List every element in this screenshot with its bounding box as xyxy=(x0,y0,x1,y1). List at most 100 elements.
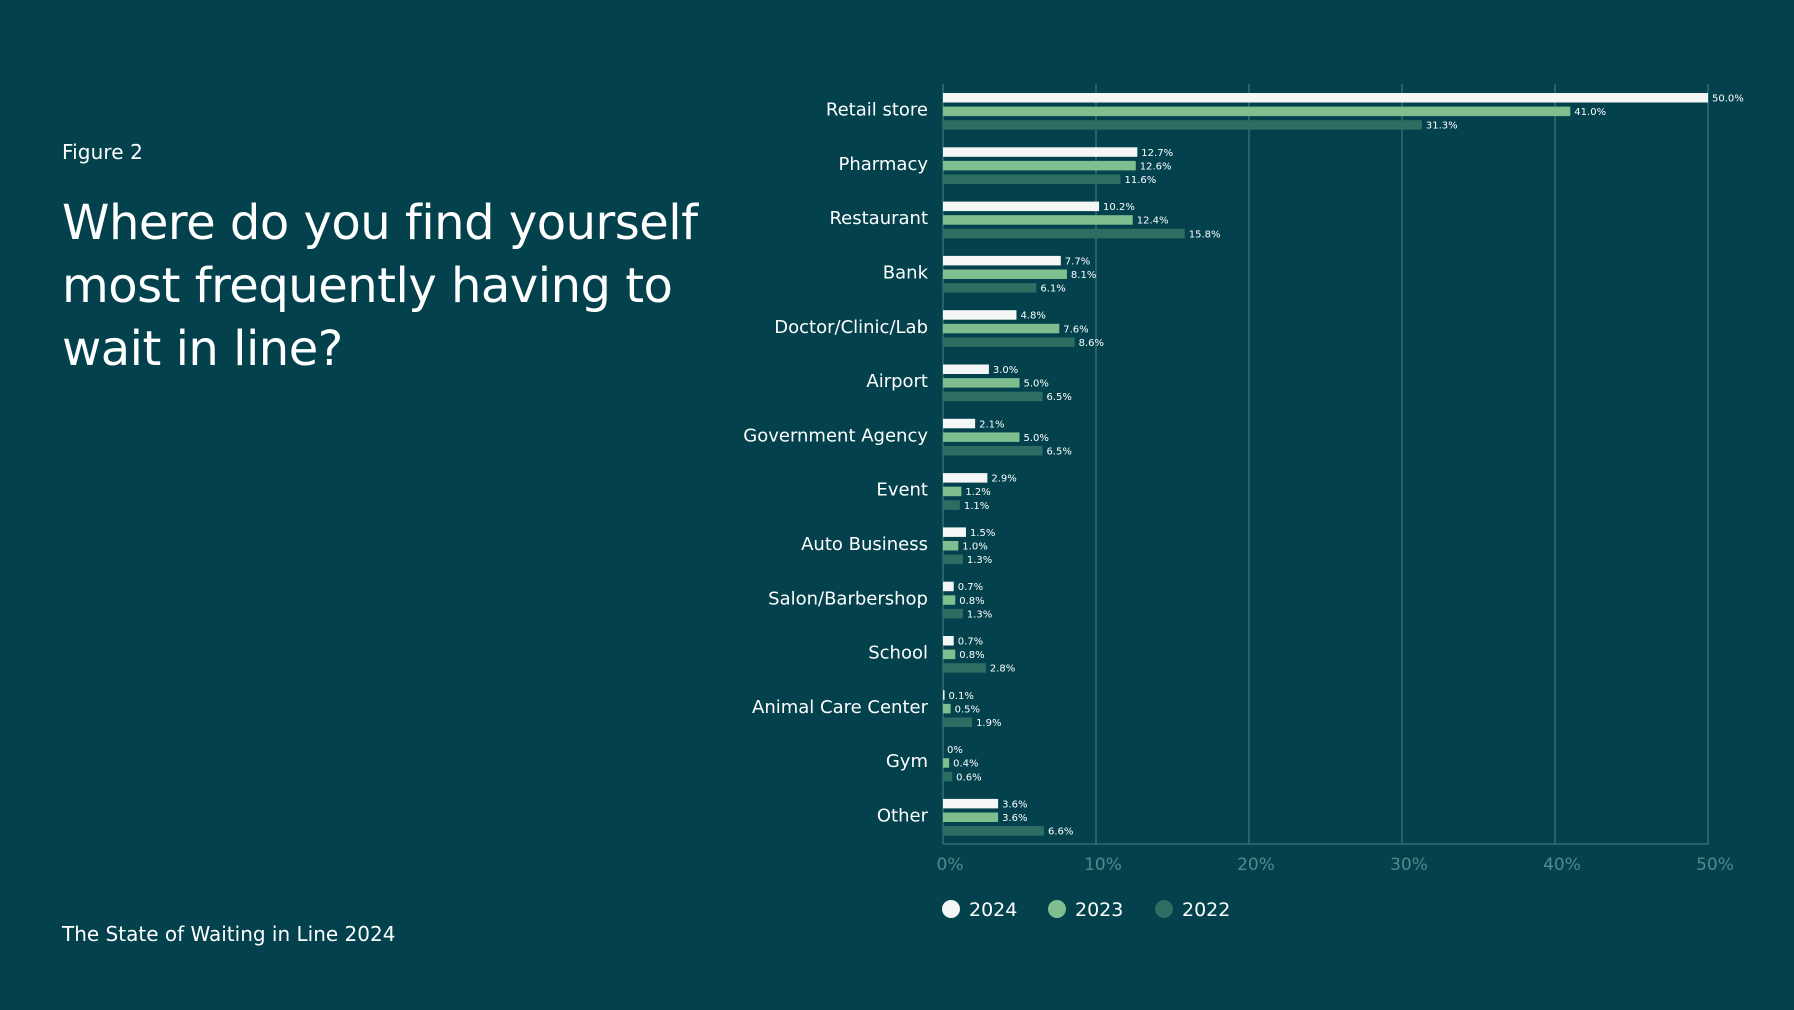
data-label: 11.6% xyxy=(1124,175,1156,186)
bar-2023 xyxy=(943,812,999,822)
bar-2024 xyxy=(943,473,988,483)
data-label: 10.2% xyxy=(1103,202,1135,213)
data-label: 3.0% xyxy=(993,365,1018,376)
data-label: 2.1% xyxy=(979,419,1004,430)
data-label: 1.9% xyxy=(976,718,1001,729)
category-label: Government Agency xyxy=(743,425,928,446)
data-label: 12.6% xyxy=(1140,161,1172,172)
bar-2023 xyxy=(943,758,950,768)
bar-2022 xyxy=(943,771,953,782)
bar-2022 xyxy=(943,663,986,673)
bar-2024 xyxy=(943,310,1017,320)
bar-2022 xyxy=(943,826,1044,836)
data-label: 0.7% xyxy=(958,637,983,648)
data-label: 0.8% xyxy=(959,596,984,607)
bar-2023 xyxy=(943,160,1136,171)
data-label: 5.0% xyxy=(1024,379,1049,390)
data-label: 0.6% xyxy=(956,772,981,783)
x-tick-label: 50% xyxy=(1696,855,1734,875)
data-label: 5.0% xyxy=(1024,433,1049,444)
page-title: Where do you find yourself most frequent… xyxy=(62,195,698,377)
legend-marker-2022 xyxy=(1155,900,1173,918)
bar-2022 xyxy=(943,608,963,619)
data-label: 3.6% xyxy=(1002,799,1027,810)
bar-2023 xyxy=(943,703,951,714)
data-label: 1.5% xyxy=(970,528,995,539)
legend-label: 2022 xyxy=(1182,899,1230,921)
bar-2023 xyxy=(943,269,1067,279)
bar-2023 xyxy=(943,649,956,660)
data-label: 7.7% xyxy=(1065,256,1090,267)
category-label: Salon/Barbershop xyxy=(768,588,928,609)
bar-2022 xyxy=(943,446,1043,456)
bar-2023 xyxy=(943,323,1060,334)
data-label: 0% xyxy=(947,745,963,756)
bar-2024 xyxy=(943,201,1100,212)
x-tick-label: 30% xyxy=(1390,855,1428,875)
data-label: 6.6% xyxy=(1048,827,1073,838)
category-label: Retail store xyxy=(826,100,928,121)
bar-2023 xyxy=(943,378,1020,388)
bar-2023 xyxy=(943,595,956,605)
data-label: 31.3% xyxy=(1426,121,1458,132)
category-label: Gym xyxy=(886,751,928,772)
data-label: 4.8% xyxy=(1020,311,1045,322)
category-label: Auto Business xyxy=(801,534,928,555)
bar-2022 xyxy=(943,717,973,727)
x-tick-label: 10% xyxy=(1084,855,1122,875)
category-label: School xyxy=(868,643,928,664)
bar-2022 xyxy=(943,391,1043,402)
data-label: 6.1% xyxy=(1040,284,1065,295)
figure-label: Figure 2 xyxy=(62,140,143,164)
bar-2024 xyxy=(943,527,966,537)
data-label: 1.3% xyxy=(967,609,992,620)
data-label: 50.0% xyxy=(1712,94,1744,105)
bar-2022 xyxy=(943,500,960,510)
data-label: 12.4% xyxy=(1137,216,1169,227)
data-label: 0.8% xyxy=(959,650,984,661)
legend-marker-2023 xyxy=(1048,900,1066,918)
data-label: 7.6% xyxy=(1063,324,1088,335)
bar-2024 xyxy=(943,798,999,809)
x-tick-label: 0% xyxy=(937,855,964,875)
data-label: 2.9% xyxy=(991,474,1016,485)
bar-2024 xyxy=(943,418,976,429)
bar-2022 xyxy=(943,283,1037,293)
data-label: 0.1% xyxy=(949,691,974,702)
category-label: Airport xyxy=(866,371,928,392)
data-label: 8.6% xyxy=(1079,338,1104,349)
category-label: Doctor/Clinic/Lab xyxy=(774,317,928,338)
bar-2022 xyxy=(943,174,1121,184)
bar-2022 xyxy=(943,120,1422,130)
data-label: 6.5% xyxy=(1046,447,1071,458)
legend-label: 2023 xyxy=(1075,899,1123,921)
bar-2023 xyxy=(943,432,1020,442)
category-label: Pharmacy xyxy=(839,154,929,175)
data-label: 6.5% xyxy=(1046,392,1071,403)
data-label: 1.3% xyxy=(967,555,992,566)
data-label: 15.8% xyxy=(1189,229,1221,240)
bar-2023 xyxy=(943,541,959,551)
data-label: 1.2% xyxy=(965,487,990,498)
data-label: 3.6% xyxy=(1002,813,1027,824)
bar-2022 xyxy=(943,554,963,565)
bar-2023 xyxy=(943,215,1133,225)
footer-text: The State of Waiting in Line 2024 xyxy=(62,922,396,946)
legend-marker-2024 xyxy=(942,900,960,918)
bar-2024 xyxy=(943,690,945,700)
data-label: 2.8% xyxy=(990,664,1015,675)
bar-2023 xyxy=(943,486,962,497)
bar-2024 xyxy=(943,581,954,592)
bar-2023 xyxy=(943,106,1571,117)
x-tick-label: 40% xyxy=(1543,855,1581,875)
data-label: 1.1% xyxy=(964,501,989,512)
bar-2024 xyxy=(943,255,1061,266)
data-label: 12.7% xyxy=(1141,148,1173,159)
category-label: Animal Care Center xyxy=(752,697,929,718)
data-label: 41.0% xyxy=(1574,107,1606,118)
bar-2024 xyxy=(943,93,1708,103)
legend-label: 2024 xyxy=(969,899,1017,921)
